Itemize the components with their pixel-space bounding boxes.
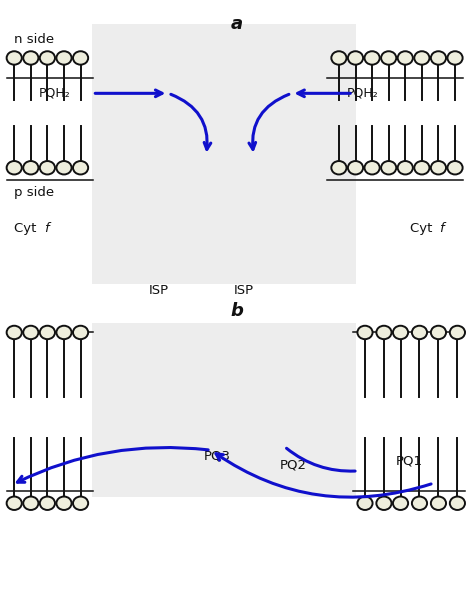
Ellipse shape xyxy=(365,161,380,174)
Text: f: f xyxy=(439,222,444,235)
Ellipse shape xyxy=(56,51,72,65)
Text: a: a xyxy=(231,15,243,34)
Ellipse shape xyxy=(56,497,72,510)
Text: PQ1: PQ1 xyxy=(396,454,423,467)
Ellipse shape xyxy=(7,326,22,339)
Text: ISP: ISP xyxy=(234,284,254,296)
Ellipse shape xyxy=(381,51,396,65)
Ellipse shape xyxy=(393,497,408,510)
Text: b: b xyxy=(230,302,244,320)
Ellipse shape xyxy=(23,161,38,174)
Ellipse shape xyxy=(381,161,396,174)
Ellipse shape xyxy=(431,51,446,65)
Ellipse shape xyxy=(56,161,72,174)
Ellipse shape xyxy=(412,497,427,510)
Ellipse shape xyxy=(331,161,346,174)
Text: Cyt: Cyt xyxy=(410,222,437,235)
Ellipse shape xyxy=(450,326,465,339)
Ellipse shape xyxy=(56,326,72,339)
Text: PQ3: PQ3 xyxy=(204,450,231,463)
Text: ISP: ISP xyxy=(149,284,169,296)
Ellipse shape xyxy=(450,497,465,510)
Ellipse shape xyxy=(376,326,392,339)
Text: PQH₂: PQH₂ xyxy=(347,87,378,100)
Text: f: f xyxy=(44,222,48,235)
Ellipse shape xyxy=(23,51,38,65)
Ellipse shape xyxy=(431,497,446,510)
Ellipse shape xyxy=(412,326,427,339)
Ellipse shape xyxy=(357,326,373,339)
Ellipse shape xyxy=(393,326,408,339)
Ellipse shape xyxy=(348,161,363,174)
Ellipse shape xyxy=(7,51,22,65)
Text: n side: n side xyxy=(14,33,55,46)
Ellipse shape xyxy=(7,497,22,510)
Text: p side: p side xyxy=(14,185,55,199)
Ellipse shape xyxy=(7,161,22,174)
Ellipse shape xyxy=(357,497,373,510)
Ellipse shape xyxy=(331,51,346,65)
Ellipse shape xyxy=(398,51,413,65)
Ellipse shape xyxy=(414,51,429,65)
Ellipse shape xyxy=(73,51,88,65)
Ellipse shape xyxy=(398,161,413,174)
FancyBboxPatch shape xyxy=(92,24,356,284)
Ellipse shape xyxy=(431,161,446,174)
Ellipse shape xyxy=(23,497,38,510)
Ellipse shape xyxy=(73,497,88,510)
Ellipse shape xyxy=(40,326,55,339)
Text: Cyt: Cyt xyxy=(14,222,41,235)
Ellipse shape xyxy=(365,51,380,65)
Ellipse shape xyxy=(447,161,463,174)
Ellipse shape xyxy=(447,51,463,65)
Ellipse shape xyxy=(73,161,88,174)
Ellipse shape xyxy=(348,51,363,65)
Ellipse shape xyxy=(40,51,55,65)
Ellipse shape xyxy=(414,161,429,174)
FancyBboxPatch shape xyxy=(92,323,356,497)
Ellipse shape xyxy=(376,497,392,510)
Ellipse shape xyxy=(73,326,88,339)
Ellipse shape xyxy=(431,326,446,339)
Ellipse shape xyxy=(23,326,38,339)
Ellipse shape xyxy=(40,497,55,510)
Ellipse shape xyxy=(40,161,55,174)
Text: PQ2: PQ2 xyxy=(280,458,307,472)
Text: PQH₂: PQH₂ xyxy=(39,87,70,100)
